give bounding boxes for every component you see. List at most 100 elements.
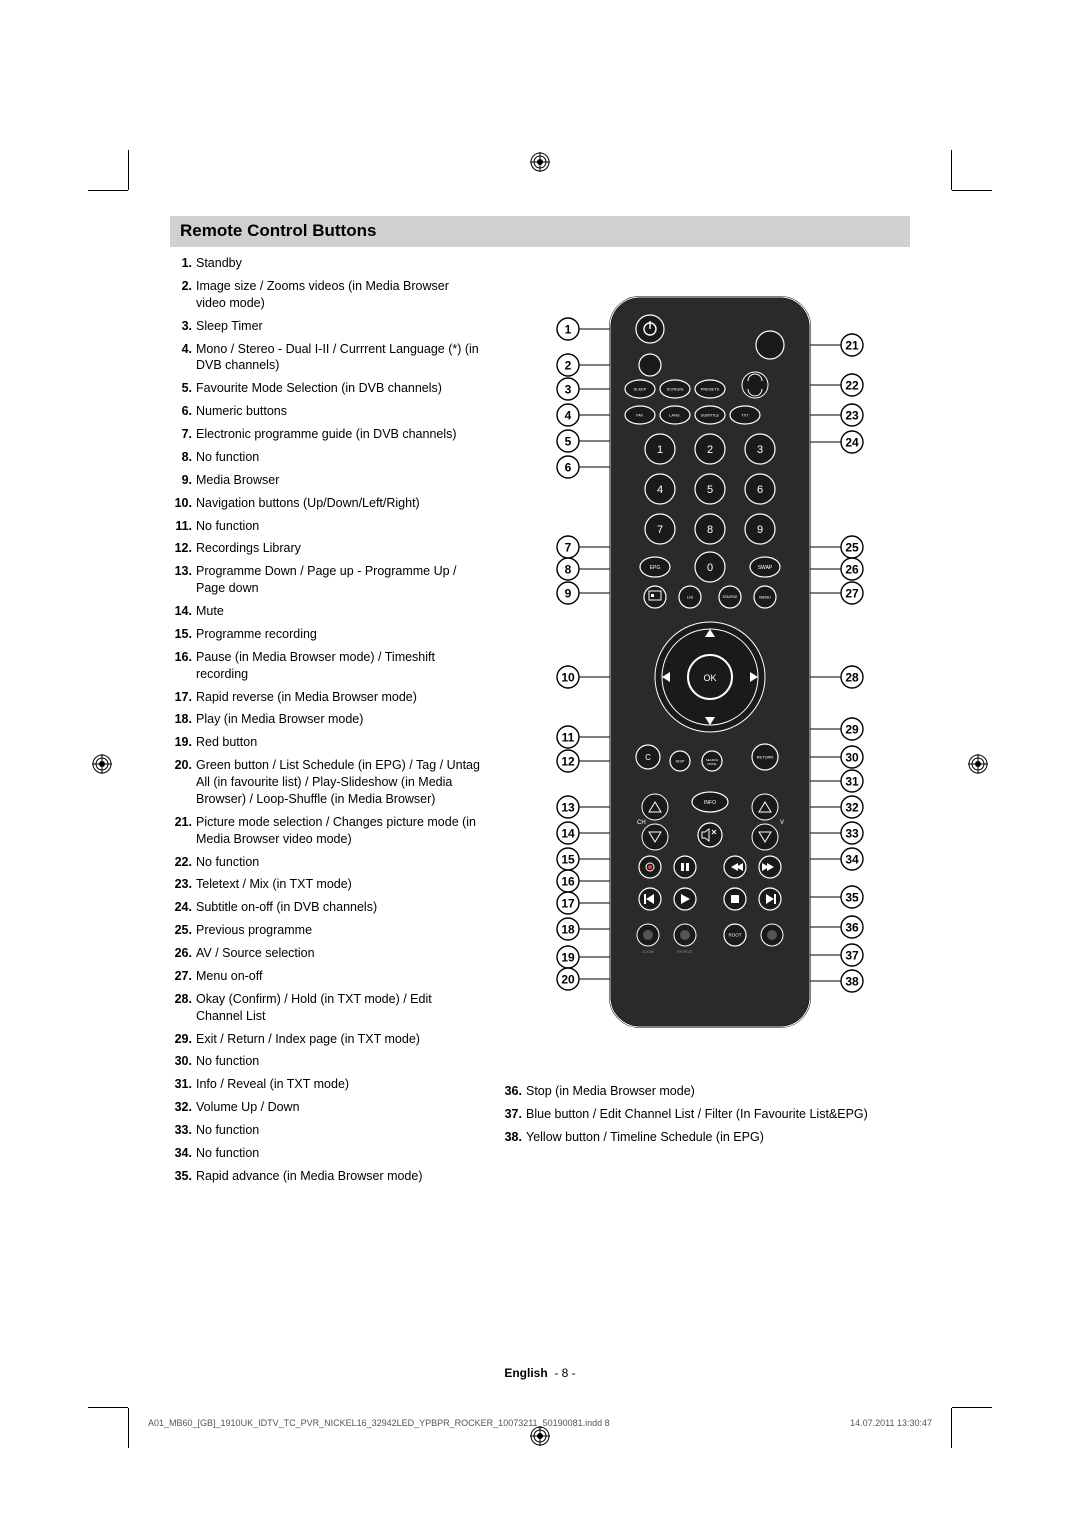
- list-item: 34. No function: [170, 1145, 480, 1162]
- svg-text:28: 28: [845, 671, 859, 685]
- item-text: Mono / Stereo - Dual I-II / Currrent Lan…: [196, 342, 479, 373]
- list-item: 36.Stop (in Media Browser mode): [500, 1083, 910, 1100]
- columns: 1.Standby2.Image size / Zooms videos (in…: [170, 255, 910, 1191]
- item-text: Green button / List Schedule (in EPG) / …: [196, 758, 480, 806]
- item-text: No function: [196, 450, 259, 464]
- item-number: 36.: [500, 1083, 522, 1100]
- svg-text:7: 7: [657, 524, 663, 536]
- svg-text:21: 21: [845, 339, 859, 353]
- crop-mark: [951, 150, 952, 190]
- list-item: 26.AV / Source selection: [170, 945, 480, 962]
- item-text: Info / Reveal (in TXT mode): [196, 1077, 349, 1091]
- svg-text:12: 12: [561, 755, 575, 769]
- svg-text:MODE: MODE: [708, 762, 717, 766]
- svg-text:ZOOM: ZOOM: [642, 949, 654, 954]
- svg-text:9: 9: [565, 587, 572, 601]
- page: Remote Control Buttons 1.Standby2.Image …: [0, 0, 1080, 1528]
- imprint-file: A01_MB60_[GB]_1910UK_IDTV_TC_PVR_NICKEL1…: [148, 1418, 610, 1428]
- item-number: 16.: [170, 649, 192, 666]
- item-number: 22.: [170, 854, 192, 871]
- item-number: 34.: [170, 1145, 192, 1162]
- item-number: 33.: [170, 1122, 192, 1139]
- item-number: 18.: [170, 711, 192, 728]
- list-item: 16.Pause (in Media Browser mode) / Times…: [170, 649, 480, 683]
- item-number: 3.: [170, 318, 192, 335]
- item-text: Navigation buttons (Up/Down/Left/Right): [196, 496, 420, 510]
- svg-text:4: 4: [565, 409, 572, 423]
- item-number: 27.: [170, 968, 192, 985]
- svg-text:TXT: TXT: [741, 413, 749, 417]
- svg-text:SLEEP: SLEEP: [634, 386, 647, 391]
- button-list-left: 1.Standby2.Image size / Zooms videos (in…: [170, 255, 480, 1185]
- svg-text:11: 11: [562, 731, 575, 745]
- svg-text:8: 8: [565, 563, 572, 577]
- item-text: No function: [196, 519, 259, 533]
- list-item: 32.Volume Up / Down: [170, 1099, 480, 1116]
- imprint: A01_MB60_[GB]_1910UK_IDTV_TC_PVR_NICKEL1…: [148, 1418, 932, 1428]
- svg-text:10: 10: [561, 671, 575, 685]
- registration-mark-icon: [968, 754, 988, 774]
- list-item: 15. Programme recording: [170, 626, 480, 643]
- imprint-date: 14.07.2011 13:30:47: [850, 1418, 932, 1428]
- svg-text:REPEAT: REPEAT: [677, 949, 693, 954]
- list-item: 3.Sleep Timer: [170, 318, 480, 335]
- item-number: 8.: [170, 449, 192, 466]
- svg-text:19: 19: [561, 951, 575, 965]
- item-number: 35.: [170, 1168, 192, 1185]
- svg-text:CH: CH: [637, 820, 646, 826]
- svg-text:LANG.: LANG.: [669, 413, 680, 417]
- item-text: Favourite Mode Selection (in DVB channel…: [196, 381, 442, 395]
- svg-text:32: 32: [845, 801, 859, 815]
- list-item: 17.Rapid reverse (in Media Browser mode): [170, 689, 480, 706]
- svg-text:23: 23: [845, 409, 859, 423]
- list-item: 21.Picture mode selection / Changes pict…: [170, 814, 480, 848]
- svg-text:5: 5: [707, 484, 713, 496]
- item-text: No function: [196, 1146, 259, 1160]
- list-item: 18.Play (in Media Browser mode): [170, 711, 480, 728]
- svg-text:RETURN: RETURN: [757, 754, 774, 759]
- item-number: 6.: [170, 403, 192, 420]
- list-item: 19.Red button: [170, 734, 480, 751]
- list-item: 37.Blue button / Edit Channel List / Fil…: [500, 1106, 910, 1123]
- svg-text:3: 3: [565, 383, 572, 397]
- list-item: 1.Standby: [170, 255, 480, 272]
- crop-mark: [128, 150, 129, 190]
- crop-mark: [88, 190, 128, 191]
- svg-text:MENU: MENU: [759, 594, 771, 599]
- svg-text:C: C: [645, 753, 651, 762]
- svg-text:SWAP: SWAP: [758, 565, 773, 571]
- column-right: SLEEPSCREENPRESETSFAV.LANG.SUBTITLETXT12…: [500, 255, 910, 1191]
- svg-text:6: 6: [757, 484, 763, 496]
- item-number: 5.: [170, 380, 192, 397]
- svg-text:27: 27: [845, 587, 859, 601]
- item-number: 23.: [170, 876, 192, 893]
- svg-text:31: 31: [845, 775, 859, 789]
- item-number: 29.: [170, 1031, 192, 1048]
- list-item: 7.Electronic programme guide (in DVB cha…: [170, 426, 480, 443]
- list-item: 12.Recordings Library: [170, 540, 480, 557]
- item-number: 17.: [170, 689, 192, 706]
- section-title: Remote Control Buttons: [180, 221, 900, 241]
- svg-text:30: 30: [845, 751, 859, 765]
- item-number: 15.: [170, 626, 192, 643]
- item-text: Media Browser: [196, 473, 279, 487]
- svg-text:ROOT: ROOT: [729, 933, 742, 938]
- registration-mark-icon: [530, 1426, 550, 1446]
- item-text: Numeric buttons: [196, 404, 287, 418]
- page-footer: English - 8 -: [504, 1366, 575, 1380]
- svg-text:29: 29: [845, 723, 859, 737]
- item-text: AV / Source selection: [196, 946, 315, 960]
- list-item: 30.No function: [170, 1053, 480, 1070]
- item-number: 9.: [170, 472, 192, 489]
- item-text: Mute: [196, 604, 224, 618]
- item-number: 19.: [170, 734, 192, 751]
- item-text: Programme recording: [196, 627, 317, 641]
- list-item: 31.Info / Reveal (in TXT mode): [170, 1076, 480, 1093]
- list-item: 33.No function: [170, 1122, 480, 1139]
- item-text: Standby: [196, 256, 242, 270]
- svg-text:LIB: LIB: [687, 594, 693, 599]
- item-text: Picture mode selection / Changes picture…: [196, 815, 476, 846]
- list-item: 5. Favourite Mode Selection (in DVB chann…: [170, 380, 480, 397]
- list-item: 6. Numeric buttons: [170, 403, 480, 420]
- svg-text:EPG: EPG: [650, 565, 661, 571]
